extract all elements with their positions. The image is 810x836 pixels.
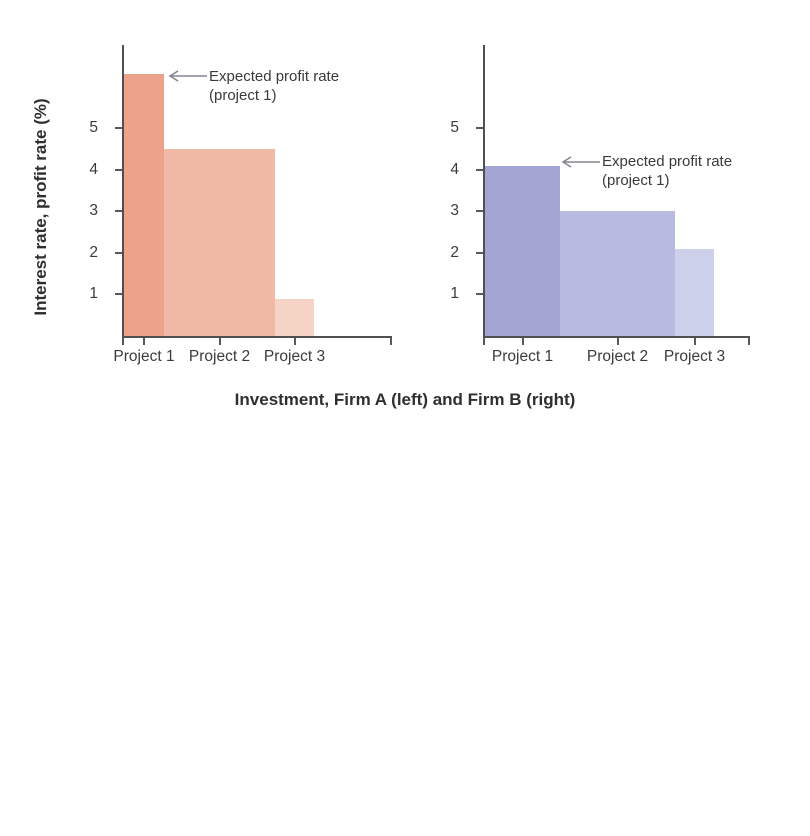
arrow-left-icon	[168, 70, 207, 82]
y-axis-title: Interest rate, profit rate (%)	[31, 98, 50, 316]
annotation-line-2: (project 1)	[602, 172, 670, 189]
x-tick	[293, 338, 296, 345]
bar-project-3	[675, 249, 714, 336]
y-tick	[115, 168, 122, 171]
chart-firm-b: 1 2 3 4 5 Project 1 Project 2 Project 3	[450, 45, 750, 365]
y-tick	[115, 127, 122, 130]
annotation-expected-profit-rate-firm-a: Expected profit rate (project 1)	[209, 67, 339, 105]
y-tick	[476, 251, 483, 254]
y-tick-label: 2	[89, 243, 98, 261]
y-tick-label: 3	[450, 202, 459, 220]
x-tick	[521, 338, 524, 345]
x-tick-label-project-3: Project 3	[663, 348, 726, 365]
y-tick	[115, 293, 122, 296]
y-tick-label: 4	[89, 160, 98, 178]
y-tick	[476, 293, 483, 296]
bar-project-2	[560, 211, 675, 336]
bar-project-1	[124, 74, 164, 336]
y-tick-label: 1	[89, 285, 98, 303]
bar-project-1	[485, 166, 560, 336]
x-tick	[616, 338, 619, 345]
x-tick	[693, 338, 696, 345]
x-tick-axis-end	[748, 338, 750, 345]
y-tick-label: 5	[89, 119, 98, 137]
y-tick	[476, 127, 483, 130]
x-tick	[218, 338, 221, 345]
y-tick-label: 5	[450, 119, 459, 137]
y-tick	[115, 251, 122, 254]
y-tick-label: 1	[450, 285, 459, 303]
bar-project-3	[275, 299, 314, 336]
x-axis-title: Investment, Firm A (left) and Firm B (ri…	[234, 390, 576, 409]
y-tick-label: 2	[450, 243, 459, 261]
x-tick-label-project-1: Project 1	[113, 348, 175, 365]
x-tick-label-project-2: Project 2	[188, 348, 251, 365]
annotation-line-2: (project 1)	[209, 87, 277, 104]
y-tick-label: 4	[450, 160, 459, 178]
y-tick-label: 3	[89, 202, 98, 220]
x-tick-label-project-1: Project 1	[491, 348, 554, 365]
x-tick-axis-end	[390, 338, 392, 345]
annotation-expected-profit-rate-firm-b: Expected profit rate (project 1)	[602, 152, 732, 190]
arrow-left-icon	[561, 156, 600, 168]
annotation-line-1: Expected profit rate	[602, 153, 733, 170]
x-tick-origin	[122, 338, 124, 345]
y-tick	[476, 210, 483, 213]
x-tick-label-project-2: Project 2	[586, 348, 649, 365]
y-tick	[115, 210, 122, 213]
x-tick-origin	[483, 338, 485, 345]
chart-firm-a: 1 2 3 4 5 Project 1 Project 2 Project 3	[89, 45, 392, 365]
x-tick	[143, 338, 145, 345]
y-tick	[476, 168, 483, 171]
annotation-line-1: Expected profit rate	[209, 68, 340, 85]
bar-project-2	[164, 149, 275, 336]
x-tick-label-project-3: Project 3	[263, 348, 326, 365]
